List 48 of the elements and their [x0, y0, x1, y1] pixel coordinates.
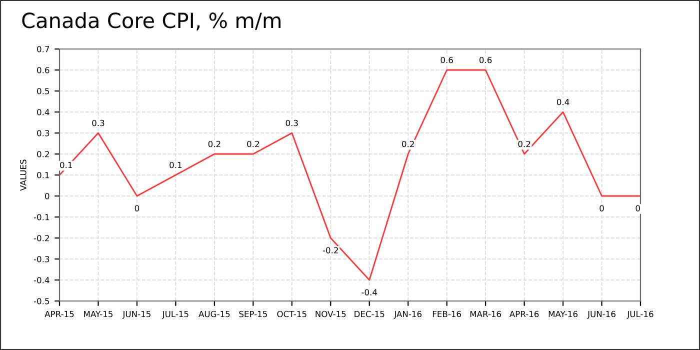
x-tick-label: APR-16	[509, 310, 539, 318]
x-tick-label: SEP-15	[239, 310, 267, 318]
line-series	[60, 69, 640, 281]
y-tick-label: 0.2	[37, 150, 49, 158]
y-tick-label: 0.5	[37, 88, 50, 94]
y-tick-label: 0.6	[37, 66, 50, 74]
y-tick-label: 0.7	[37, 46, 50, 52]
y-tick-label: 0.3	[37, 130, 50, 136]
y-tick-label: -0.4	[34, 276, 50, 284]
x-tick-label: DEC-15	[354, 310, 384, 318]
x-tick-label: MAY-15	[84, 310, 112, 318]
x-tick-label: JUL-16	[626, 310, 654, 319]
data-label: 0	[600, 205, 604, 212]
data-label: 0.6	[479, 56, 492, 64]
y-tick-label: 0	[45, 192, 50, 200]
y-tick-label: 0.1	[37, 172, 50, 178]
data-label: 0.2	[208, 140, 220, 148]
data-label: 0.3	[286, 120, 298, 126]
data-label: 0	[636, 205, 640, 212]
data-label: 0.1	[170, 162, 182, 168]
x-tick-label: FEB-16	[432, 310, 461, 318]
y-tick-label: -0.2	[34, 234, 49, 242]
x-tick-label: JUL-15	[162, 310, 188, 319]
y-tick-label: -0.5	[34, 298, 50, 304]
chart-title: Canada Core CPI, % m/m	[22, 12, 280, 30]
data-label: -0.4	[362, 289, 378, 296]
x-tick-label: NOV-15	[316, 310, 346, 318]
x-tick-label: MAR-16	[470, 310, 502, 318]
y-tick-label: -0.3	[34, 256, 50, 262]
data-label: 0.2	[247, 140, 259, 148]
data-label: 0.6	[440, 56, 453, 64]
y-tick-label: 0.4	[37, 108, 50, 116]
x-tick-label: JUN-15	[122, 310, 150, 319]
data-label: 0.2	[402, 140, 414, 148]
data-label: -0.2	[322, 247, 338, 254]
x-tick-label: OCT-15	[277, 310, 306, 318]
y-axis-title: VALUES	[20, 160, 26, 191]
x-tick-label: AUG-15	[198, 310, 230, 318]
data-label: 0.4	[556, 98, 570, 106]
x-tick-label: JUN-16	[587, 310, 616, 319]
x-tick-label: JAN-16	[394, 310, 422, 319]
data-label: 0	[134, 205, 140, 212]
y-tick-label: -0.1	[34, 214, 50, 220]
data-label: 0.2	[518, 140, 530, 148]
data-label: 0.1	[60, 162, 72, 168]
data-label: 0.3	[92, 120, 104, 126]
x-tick-label: MAY-16	[548, 310, 578, 318]
x-tick-label: APR-15	[44, 310, 74, 318]
